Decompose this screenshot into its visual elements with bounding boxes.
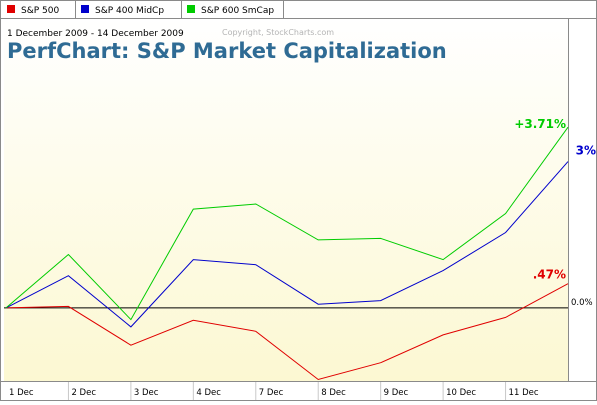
- series-end-label: .47%: [533, 268, 566, 282]
- x-axis: 1 Dec 2 Dec 3 Dec 4 Dec 7 Dec 8 Dec 9 Dec 10 De…: [9, 382, 539, 400]
- x-tick-label: 8 Dec: [321, 388, 346, 398]
- x-tick-label: 1 Dec: [9, 388, 34, 398]
- legend-label: S&P 400 MidCp: [95, 6, 164, 16]
- x-tick-label: 11 Dec: [509, 388, 539, 398]
- x-tick-label: 10 Dec: [446, 388, 476, 398]
- plot-area: [4, 19, 569, 381]
- x-tick-label: 4 Dec: [196, 388, 221, 398]
- legend-label: S&P 500: [21, 6, 59, 16]
- copyright-notice: Copyright, StockCharts.com: [222, 28, 334, 37]
- series-line-1: [5, 161, 569, 328]
- x-axis-bar: [1, 381, 596, 400]
- x-tick-label: 7 Dec: [259, 388, 284, 398]
- legend-item-sp600[interactable]: S&P 600 SmCap: [187, 5, 274, 16]
- series-line-2: [5, 126, 569, 321]
- legend-swatch: [81, 5, 89, 13]
- zero-label: 0.0%: [571, 298, 593, 308]
- legend-swatch: [7, 5, 15, 13]
- legend-item-sp500[interactable]: S&P 500: [7, 5, 59, 16]
- legend-item-sp400[interactable]: S&P 400 MidCp: [81, 5, 164, 16]
- legend-bar: [1, 1, 596, 18]
- x-tick-label: 9 Dec: [384, 388, 409, 398]
- legend-label: S&P 600 SmCap: [201, 6, 274, 16]
- x-tick-label: 2 Dec: [71, 388, 96, 398]
- date-range: 1 December 2009 - 14 December 2009: [7, 29, 184, 39]
- chart-title: PerfChart: S&P Market Capitalization: [7, 39, 447, 63]
- end-labels: .47% 3% +3.71%: [514, 117, 596, 282]
- legend-swatch: [187, 5, 195, 13]
- series-layer: [5, 126, 569, 381]
- series-end-label: +3.71%: [514, 117, 566, 131]
- series-line-0: [5, 283, 569, 381]
- series-end-label: 3%: [576, 144, 596, 158]
- x-tick-label: 3 Dec: [134, 388, 159, 398]
